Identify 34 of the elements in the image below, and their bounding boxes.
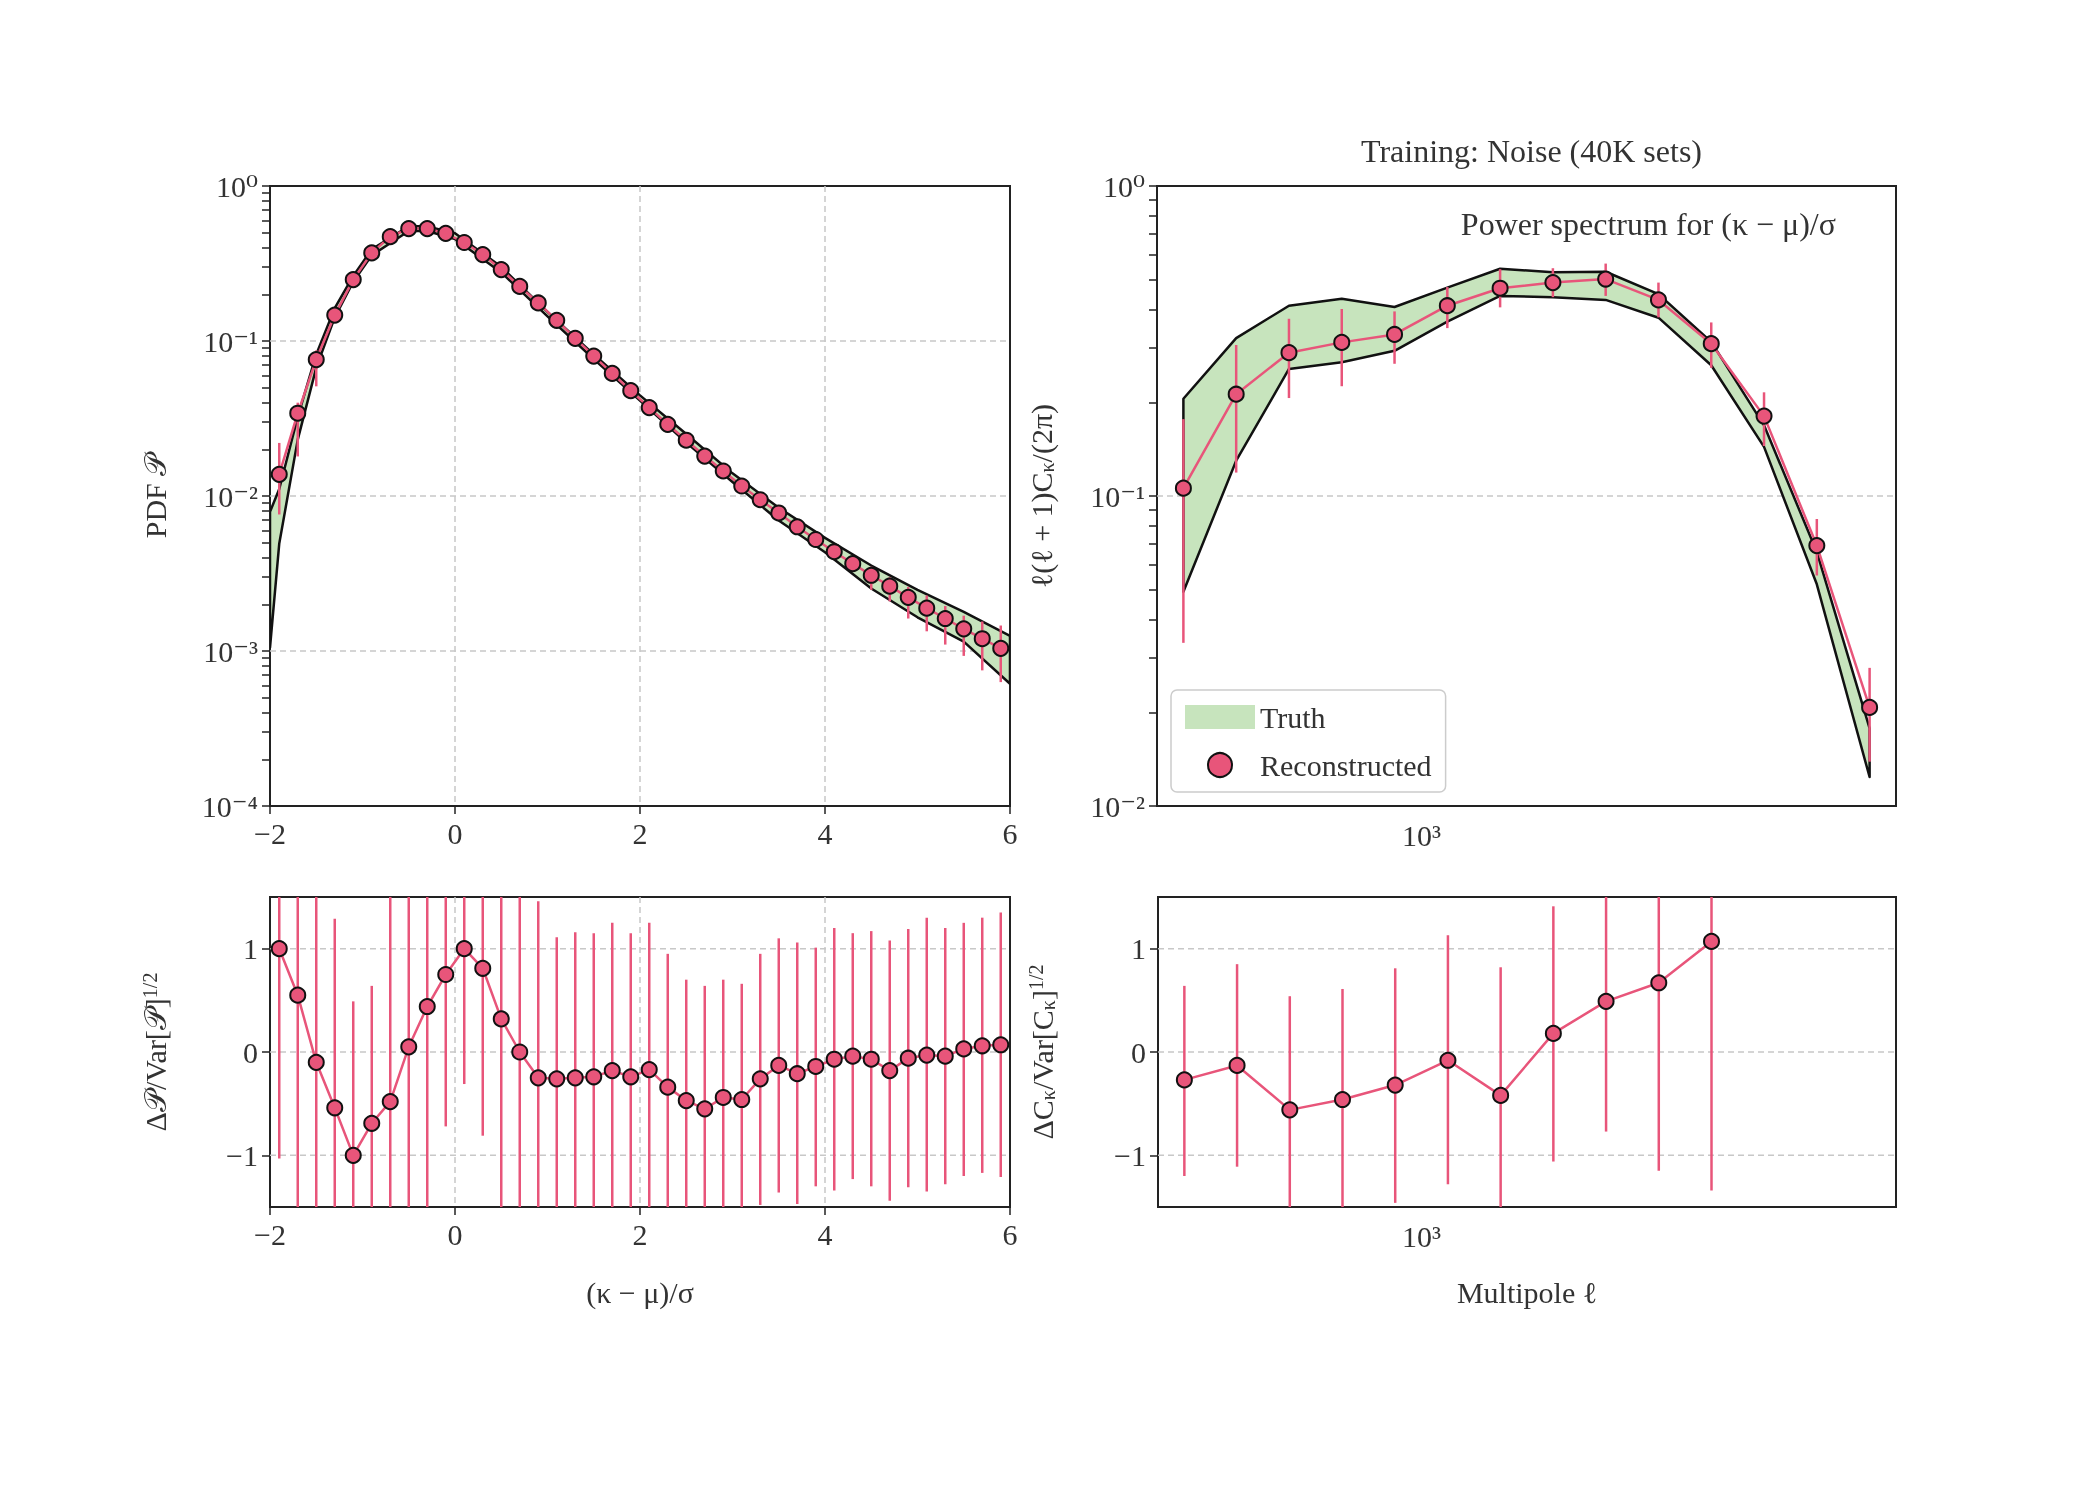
- y-tick-label: −1: [1114, 1138, 1146, 1172]
- y-axis-title: Δ𝒫/Var[𝒫]1/2: [138, 972, 172, 1132]
- y-axis-title: ΔCκ/Var[Cκ]1/2: [1025, 964, 1059, 1140]
- legend-label: Truth: [1260, 700, 1326, 734]
- y-tick-label: −1: [226, 1138, 258, 1172]
- y-tick-label: 10⁻²: [203, 479, 258, 513]
- x-tick-label: 0: [447, 816, 463, 850]
- chart-title: Training: Noise (40K sets): [1360, 133, 1703, 169]
- y-tick-label: 10⁻³: [203, 634, 258, 668]
- x-tick-label: 2: [632, 1217, 648, 1251]
- x-tick-label: 2: [632, 816, 648, 850]
- x-tick-label: −2: [254, 1217, 286, 1251]
- y-tick-label: 10⁻²: [1090, 789, 1145, 823]
- x-tick-label: 0: [447, 1217, 463, 1251]
- y-tick-label: 10⁻¹: [203, 324, 258, 358]
- y-tick-label: 1: [1131, 932, 1146, 966]
- y-tick-label: 1: [243, 932, 258, 966]
- text: 10³: [1402, 1219, 1442, 1253]
- legend-label: Reconstructed: [1260, 748, 1432, 782]
- x-axis-title: (κ − μ)/σ: [586, 1275, 694, 1310]
- y-axis-title: ℓ(ℓ + 1)Cκ/(2π): [1024, 403, 1059, 589]
- x-tick-label: 4: [817, 1217, 833, 1251]
- text: 10³: [1402, 818, 1442, 852]
- y-axis-title: PDF 𝒫: [138, 450, 172, 539]
- y-tick-label: 0: [1131, 1035, 1146, 1069]
- annotation: Power spectrum for (κ − μ)/σ: [1460, 206, 1836, 242]
- y-tick-label: 10⁰: [1102, 169, 1145, 203]
- y-tick-label: 10⁻¹: [1090, 479, 1145, 513]
- y-tick-label: 10⁰: [215, 169, 258, 203]
- x-axis-title: Multipole ℓ: [1456, 1275, 1598, 1309]
- x-tick-label: 6: [1002, 816, 1018, 850]
- x-tick-label: 4: [817, 816, 833, 850]
- y-tick-label: 0: [243, 1035, 258, 1069]
- x-tick-label: 6: [1002, 1217, 1018, 1251]
